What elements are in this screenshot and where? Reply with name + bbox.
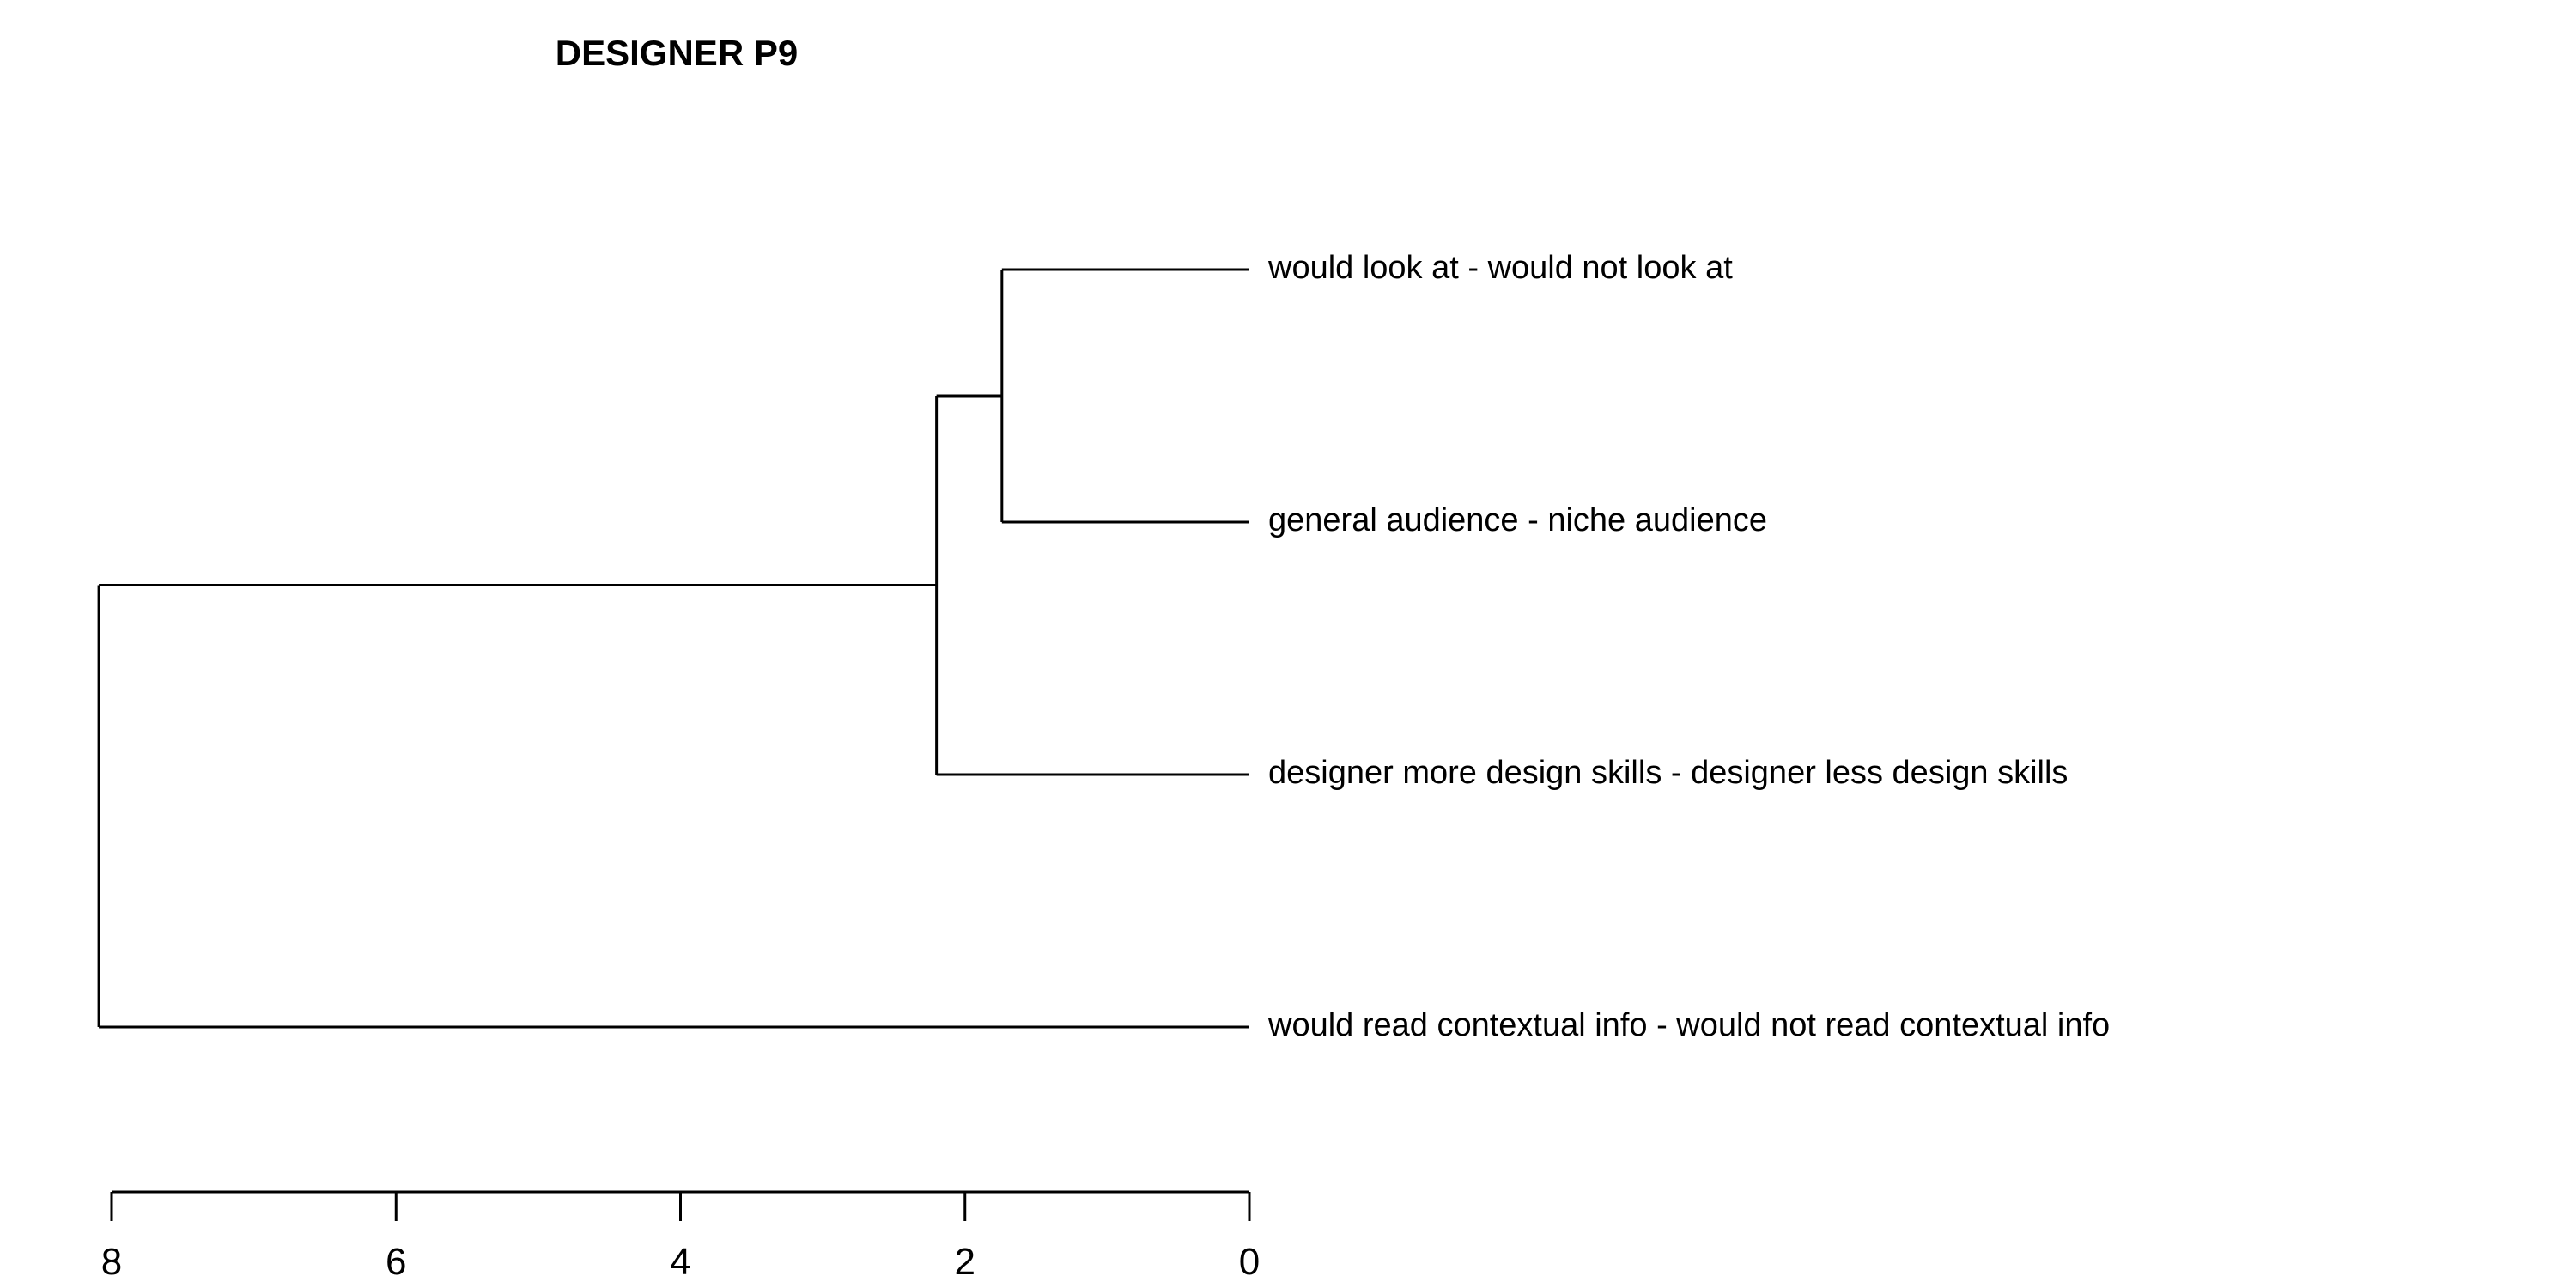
x-tick-label: 4 — [670, 1241, 690, 1283]
leaf-labels: would look at - would not look at general… — [1267, 250, 2110, 1043]
leaf-label: would look at - would not look at — [1267, 250, 1733, 286]
leaf-label: designer more design skills - designer l… — [1268, 755, 2068, 791]
x-tick-label: 8 — [101, 1241, 122, 1283]
x-tick-label: 0 — [1239, 1241, 1260, 1283]
x-tick-label: 6 — [386, 1241, 406, 1283]
x-axis: 8 6 4 2 0 — [101, 1190, 1260, 1283]
chart-title: DESIGNER P9 — [556, 33, 798, 73]
dendrogram-links — [97, 268, 1249, 1029]
leaf-label: would read contextual info - would not r… — [1267, 1007, 2110, 1043]
leaf-label: general audience - niche audience — [1268, 502, 1767, 538]
x-tick-label: 2 — [955, 1241, 975, 1283]
